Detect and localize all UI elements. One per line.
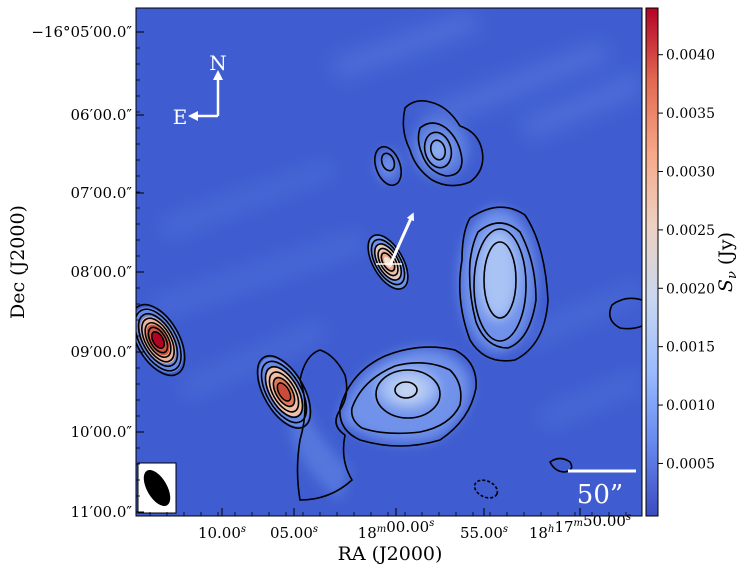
colorbar-ticks: 0.0005 0.0010 0.0015 0.0020 0.0025 0.0030 0.00… [658,48,715,472]
beam-box [137,462,177,514]
y-tick-label: 07′00.0″ [71,184,133,202]
map-image: N E 50” [136,8,642,516]
compass-east-label: E [173,105,188,129]
colorbar-tick-label: 0.0025 [666,223,715,239]
x-tick-label: 18m00.00s [358,518,435,542]
y-tick-label: 08′00.0″ [71,263,133,281]
colorbar-gradient [645,7,659,517]
y-tick-label: −16°05′00.0″ [31,23,132,41]
colorbar-tick-label: 0.0035 [666,106,715,122]
compass: N E [173,51,227,129]
colorbar-tick-label: 0.0005 [666,456,715,472]
scale-bar: 50” [568,469,636,510]
x-tick-label: 10.00s [198,524,246,542]
x-tick-label: 55.00s [460,524,508,542]
colorbar-tick-label: 0.0020 [666,281,715,297]
x-axis-ticks: 10.00s 05.00s 18m00.00s 55.00s 18h17m50.00s [149,508,631,542]
colorbar-tick-label: 0.0010 [666,398,715,414]
y-axis-ticks: −16°05′00.0″ 06′00.0″ 07′00.0″ 08′00.0″ 09′0… [31,23,144,521]
colorbar: 0.0005 0.0010 0.0015 0.0020 0.0025 0.0030 0.00… [645,7,740,517]
contours [136,100,642,501]
compact-source-center [368,234,408,290]
x-tick-label: 05.00s [270,524,318,542]
x-tick-label: 18h17m50.00s [529,512,631,542]
y-tick-label: 09′00.0″ [71,343,133,361]
background-stripes [150,10,640,430]
colorbar-tick-label: 0.0030 [666,164,715,180]
y-tick-label: 10′00.0″ [71,423,133,441]
colorbar-label: Sν (Jy) [715,232,740,292]
scale-bar-label: 50” [577,480,623,510]
y-tick-label: 11′00.0″ [71,503,133,521]
motion-arrow [376,212,415,266]
y-tick-label: 06′00.0″ [71,106,133,124]
x-axis-label: RA (J2000) [338,543,443,565]
y-axis-label: Dec (J2000) [7,205,29,319]
colorbar-tick-label: 0.0040 [666,48,715,64]
compass-north-label: N [209,51,227,75]
map-frame [135,7,643,517]
colorbar-tick-label: 0.0015 [666,340,715,356]
